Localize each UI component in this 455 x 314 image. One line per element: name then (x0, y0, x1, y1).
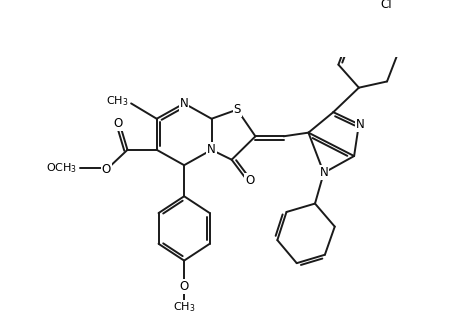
Text: O: O (101, 163, 111, 176)
Text: CH$_3$: CH$_3$ (172, 300, 195, 314)
Text: OCH$_3$: OCH$_3$ (46, 161, 77, 175)
Text: OCH$_3$: OCH$_3$ (46, 161, 77, 175)
Text: N: N (207, 143, 216, 156)
Text: O: O (113, 117, 123, 130)
Text: O: O (245, 174, 254, 187)
Text: S: S (233, 103, 240, 116)
Text: N: N (318, 166, 328, 179)
Text: N: N (355, 118, 364, 131)
Text: CH$_3$: CH$_3$ (106, 95, 128, 108)
Text: N: N (179, 97, 188, 110)
Text: Cl: Cl (379, 0, 391, 11)
Text: O: O (179, 280, 188, 293)
